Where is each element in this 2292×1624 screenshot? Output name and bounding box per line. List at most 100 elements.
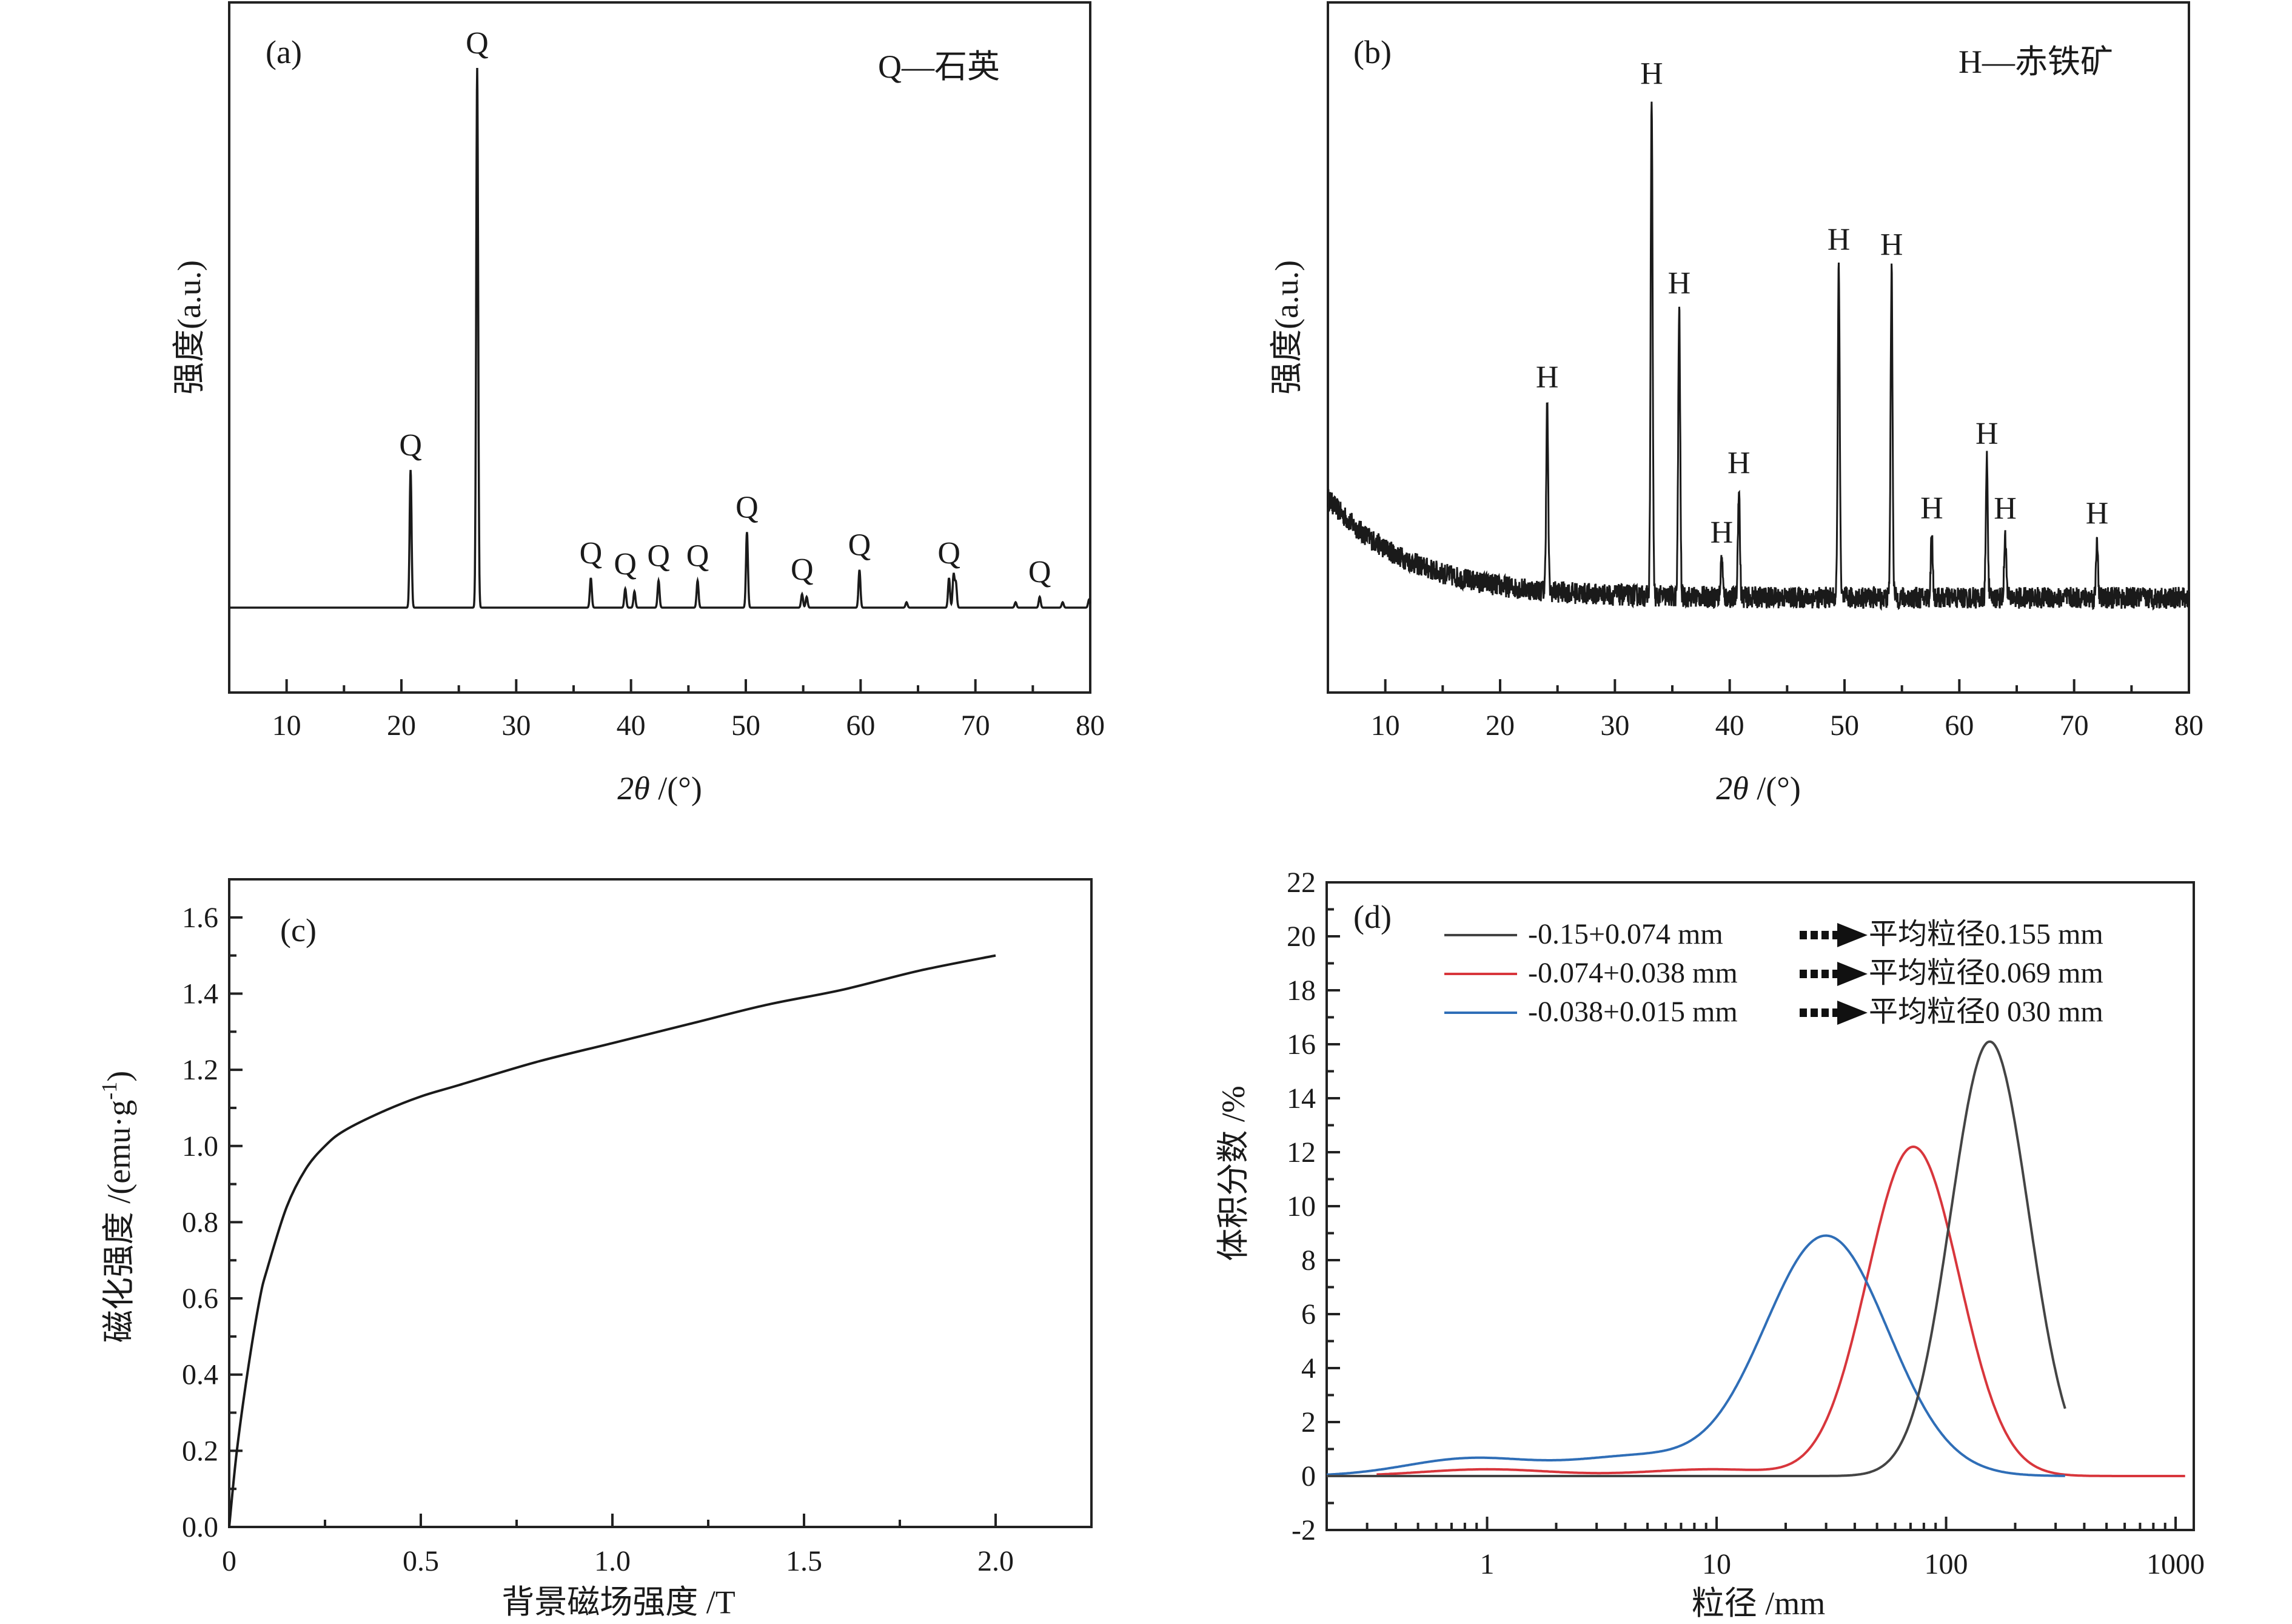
pc-x-tick-label: 1.5 [786,1545,822,1577]
pd-y-tick-label: -2 [1292,1514,1316,1546]
pa-peak-label: Q [937,536,960,571]
pc-y-tick-label: 0.8 [182,1206,218,1238]
panel-a-x-label: 2θ /(°) [617,770,702,807]
panel-c-x-ticks [228,1514,997,1527]
panel-c-label: (c) [280,912,317,948]
pb-peak-label: H [1975,417,1999,451]
panel-a-x-tick-labels: 10 20 30 40 50 60 70 80 [272,710,1105,742]
pd-legend-label: -0.074+0.038 mm [1528,957,1738,989]
pb-peak-label: H [1711,515,1734,550]
pd-legend-mean: 平均粒径0.155 mm [1869,918,2103,950]
pd-legend-arrowhead [1837,962,1868,986]
panel-d-y-ticks [1327,881,1340,1531]
panel-b-x-label-italic: 2θ [1716,770,1749,807]
panel-c-magnetization-curve [228,954,996,1528]
pa-peak-label: Q [614,547,637,582]
pd-y-tick-label: 2 [1301,1406,1316,1438]
panel-d-series [1326,1040,2185,1477]
pc-y-tick-label: 0.4 [182,1359,218,1391]
pd-legend-mean: 平均粒径0 030 mm [1869,996,2103,1028]
pc-x-tick-label: 1.0 [594,1545,631,1577]
pc-y-tick-label: 0.0 [182,1511,218,1543]
panel-a-label: (a) [266,34,302,70]
pd-x-tick-label: 1 [1480,1548,1495,1580]
panel-a-x-label-unit: /(°) [650,770,702,807]
pd-y-tick-label: 22 [1287,867,1316,899]
panel-c-x-label: 背景磁场强度 /T [501,1584,736,1620]
pb-x-tick-label: 80 [2174,710,2203,742]
panel-d-y-label: 体积分数 /% [1215,1085,1252,1261]
pb-peak-label: H [1668,266,1691,301]
pb-peak-label: H [1828,223,1851,257]
pc-y-tick-label: 0.2 [182,1435,218,1467]
pd-series-line [1376,1145,2185,1477]
pd-y-tick-label: 8 [1301,1244,1316,1277]
pa-peak-label: Q [736,490,759,525]
panel-c-frame [228,878,1093,1528]
panel-d-x-ticks [1325,1517,2177,1530]
panel-a-x-label-italic: 2θ [617,770,650,807]
panel-a-annotation: Q—石英 [878,49,1000,85]
panel-b-x-label-unit: /(°) [1749,770,1801,807]
pa-peak-label: Q [1028,555,1051,589]
pa-x-tick-label: 70 [961,710,990,742]
panel-a-x-ticks [285,679,1091,693]
pb-peak-label: H [2086,496,2109,531]
panel-c-x-tick-labels: 0 0.5 1.0 1.5 2.0 [222,1545,1014,1577]
pb-peak-label: H [1994,491,2017,526]
pd-x-tick-label: 10 [1702,1548,1731,1580]
panel-c-y-label: 磁化强度 /(emu·g-1) [97,1071,137,1343]
pa-x-tick-label: 10 [272,710,301,742]
panel-a-xrd-pattern [229,67,1091,609]
pd-y-tick-label: 20 [1287,921,1316,953]
pc-x-tick-label: 0.5 [403,1545,439,1577]
pd-y-tick-label: 18 [1287,975,1316,1007]
pa-x-tick-label: 60 [846,710,875,742]
pc-x-tick-label: 0 [222,1545,236,1577]
pc-x-tick-label: 2.0 [977,1545,1014,1577]
pa-peak-label: Q [580,536,603,571]
panel-d: 1 10 100 1000 -2 0 2 4 6 8 10 12 14 16 18 20 22 (d) -0.… [1215,867,2205,1622]
pc-y-tick-label: 1.0 [182,1130,218,1163]
pd-y-tick-label: 10 [1287,1190,1316,1223]
pd-y-tick-label: 14 [1287,1082,1316,1115]
panel-b-y-label: 强度(a.u.) [1268,260,1305,395]
panel-a-frame [228,1,1091,694]
pa-peak-label: Q [686,539,709,574]
panel-b-xrd-pattern [1327,101,2190,611]
pd-legend-arrowhead [1837,1001,1868,1025]
pc-y-tick-label: 1.6 [182,902,218,934]
panel-c-y-label-sup: -1 [97,1082,121,1100]
panel-c-y-ticks [229,878,243,1528]
pd-x-tick-label: 100 [1925,1548,1968,1580]
pa-peak-label: Q [848,528,871,563]
pd-y-tick-label: 4 [1301,1352,1316,1384]
pa-peak-label: Q [399,428,422,463]
pd-legend-label: -0.15+0.074 mm [1528,918,1723,950]
pb-peak-label: H [1640,57,1663,92]
pa-x-tick-label: 50 [731,710,760,742]
panel-a-y-label: 强度(a.u.) [171,260,207,395]
pb-peak-label: H [1880,228,1903,263]
pc-y-tick-label: 1.2 [182,1054,218,1086]
panel-d-x-label: 粒径 /mm [1692,1585,1826,1622]
pb-peak-label: H [1920,491,1943,526]
pb-x-tick-label: 20 [1486,710,1515,742]
panel-b-frame [1327,1,2190,694]
pd-series-line [1327,1040,2066,1477]
panel-d-y-tick-labels: -2 0 2 4 6 8 10 12 14 16 18 20 22 [1287,867,1316,1546]
pa-x-tick-label: 80 [1076,710,1105,742]
panel-c: 0 0.5 1.0 1.5 2.0 0.0 0.2 0.4 0.6 0.8 1.0 1.2 1.4 1.… [97,878,1093,1620]
pb-x-tick-label: 60 [1945,710,1974,742]
pa-peak-label: Q [466,26,489,61]
pb-x-tick-label: 30 [1600,710,1629,742]
pa-x-tick-label: 40 [617,710,646,742]
pa-x-tick-label: 30 [501,710,531,742]
pb-peak-label: H [1727,446,1751,480]
pd-legend-arrowhead [1837,923,1868,947]
panel-c-y-label-main: 磁化强度 /(emu·g [101,1100,137,1343]
pd-y-tick-label: 0 [1301,1460,1316,1492]
